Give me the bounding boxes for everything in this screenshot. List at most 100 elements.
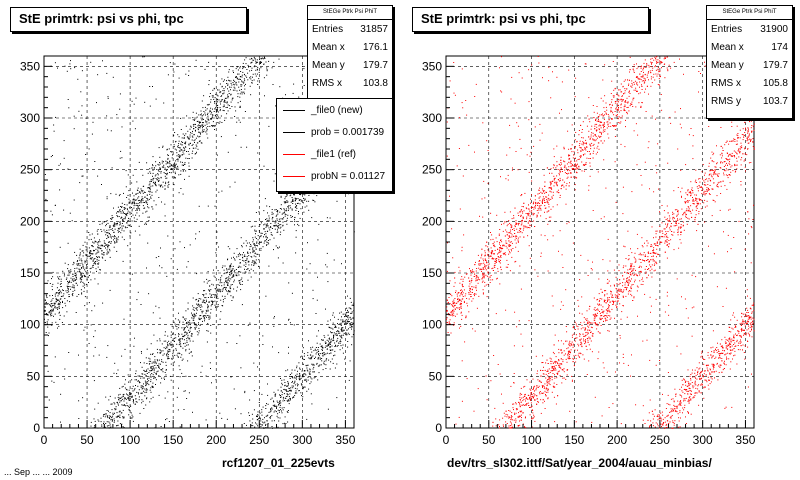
data-point [265,224,267,226]
data-point [150,343,152,345]
data-point [349,322,351,324]
data-point [158,170,160,172]
data-point [124,383,126,385]
data-point [565,203,567,205]
data-point [150,381,152,383]
data-point [123,417,125,419]
data-point [200,371,202,373]
data-point [160,172,162,174]
data-point [273,61,275,63]
data-point [231,300,233,301]
data-point [135,202,137,204]
data-point [248,264,250,266]
data-point [250,76,252,78]
data-point [116,241,118,243]
data-point [318,353,320,355]
data-point [228,290,230,291]
data-point [215,93,217,95]
data-point [274,222,276,224]
data-point [236,66,238,68]
data-point [151,368,153,370]
data-point [333,355,334,357]
data-point [273,249,274,251]
data-point [271,407,273,409]
data-point [193,313,195,315]
data-point [290,387,292,389]
data-point [195,323,197,325]
data-point [149,389,151,391]
data-point [747,315,748,317]
data-point [195,137,197,139]
data-point [137,192,139,194]
data-point [280,402,282,404]
data-point [270,410,272,412]
data-point [160,369,162,371]
data-point [351,344,353,346]
data-point [293,324,295,326]
data-point [265,405,267,407]
data-point [335,326,337,328]
data-point [81,70,83,72]
data-point [51,289,53,291]
data-point [150,172,152,174]
data-point [147,242,149,244]
data-point [326,345,328,347]
data-point [81,276,82,278]
data-point [114,222,116,224]
data-point [302,396,304,398]
data-point [67,274,69,276]
data-point [80,258,82,260]
data-point [315,313,317,314]
data-point [93,336,95,338]
data-point [300,377,302,379]
data-point [290,201,292,203]
data-point [135,214,137,216]
data-point [66,277,68,279]
data-point [221,305,223,306]
data-point [334,316,335,318]
data-point [302,358,304,360]
data-point [121,157,123,159]
data-point [182,142,184,143]
data-point [341,316,342,318]
data-point [178,387,179,389]
data-point [58,308,60,309]
data-point [74,272,76,274]
data-point [90,253,92,255]
data-point [353,388,355,390]
data-point [629,274,631,275]
data-point [275,224,277,226]
data-point [214,115,216,117]
data-point [177,145,179,147]
data-point [158,367,160,368]
data-point [88,302,90,304]
data-point [219,318,221,320]
data-point [309,373,311,375]
data-point [235,77,237,78]
data-point [217,297,219,299]
data-point [243,242,245,244]
data-point [165,170,167,172]
data-point [673,249,675,251]
data-point [179,369,181,371]
data-point [107,251,109,253]
data-point [334,346,336,347]
data-point [148,380,150,382]
data-point [165,374,167,376]
data-point [228,268,230,270]
data-point [98,420,100,422]
data-point [195,326,197,328]
data-point [222,301,224,303]
data-point [293,194,295,196]
data-point [121,227,123,229]
data-point [345,322,347,324]
data-point [134,337,135,339]
data-point [165,160,167,162]
data-point [289,374,291,375]
data-point [158,367,160,369]
data-point [258,71,260,73]
data-point [123,207,125,209]
data-point [610,125,612,127]
data-point [263,427,265,429]
data-point [156,189,158,191]
